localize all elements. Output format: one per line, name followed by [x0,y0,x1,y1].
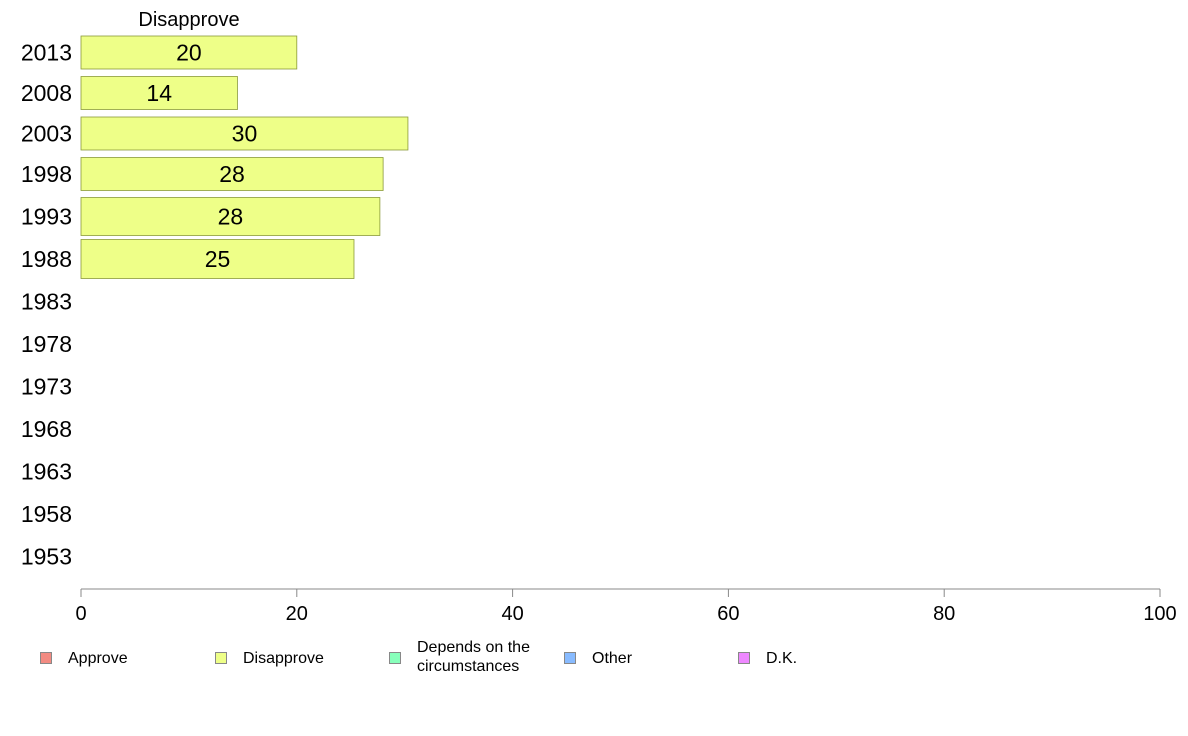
legend-label-other: Other [592,650,633,667]
y-tick-label-1983: 1983 [21,289,72,315]
legend: Approve Disapprove Depends on the circum… [0,636,1188,686]
bar-value-label-2008: 14 [146,80,172,106]
series-header: Disapprove [138,9,239,31]
y-tick-label-2008: 2008 [21,80,72,106]
legend-item-dk: D.K. [738,636,916,668]
bar-value-label-1988: 25 [205,246,231,272]
y-tick-label-1958: 1958 [21,501,72,527]
bar-value-label-1993: 28 [218,204,244,230]
x-tick-label-0: 0 [75,603,86,625]
y-tick-label-2013: 2013 [21,40,72,66]
y-axis-labels: 2013 2008 2003 1998 1993 1988 1983 1978 1973 1968… [21,40,72,570]
x-axis-ticks: 0 20 40 60 80 100 [75,589,1177,625]
legend-swatch-disapprove [215,652,227,664]
bars-group [80,35,409,279]
bar-1998 [80,157,384,191]
bar-2003 [80,116,409,151]
x-tick-label-100: 100 [1143,603,1176,625]
legend-swatch-depends [389,652,401,664]
bar-value-label-2003: 30 [232,121,258,147]
legend-swatch-other [564,652,576,664]
y-tick-label-1988: 1988 [21,246,72,272]
y-tick-label-1978: 1978 [21,331,72,357]
y-tick-label-1963: 1963 [21,459,72,485]
legend-label-depends: Depends on the circumstances [417,639,530,675]
legend-swatch-approve [40,652,52,664]
bar-1988 [80,239,355,279]
y-tick-label-2003: 2003 [21,121,72,147]
bar-2008 [80,76,238,110]
bar-value-label-2013: 20 [176,40,202,66]
legend-swatch-dk [738,652,750,664]
y-tick-label-1953: 1953 [21,544,72,570]
x-tick-label-20: 20 [286,603,308,625]
bar-2013 [80,35,298,70]
y-tick-label-1998: 1998 [21,161,72,187]
y-tick-label-1968: 1968 [21,416,72,442]
legend-item-depends: Depends on the circumstances [389,636,557,676]
legend-label-approve: Approve [68,650,128,667]
bar-1993 [80,197,381,236]
x-tick-label-80: 80 [933,603,955,625]
x-tick-label-60: 60 [717,603,739,625]
x-tick-label-40: 40 [501,603,523,625]
bar-value-label-1998: 28 [219,161,245,187]
legend-label-disapprove: Disapprove [243,650,324,667]
legend-item-approve: Approve [40,636,218,668]
y-tick-label-1973: 1973 [21,374,72,400]
y-tick-label-1993: 1993 [21,204,72,230]
legend-item-disapprove: Disapprove [215,636,393,668]
legend-item-other: Other [564,636,742,668]
legend-label-dk: D.K. [766,650,798,667]
